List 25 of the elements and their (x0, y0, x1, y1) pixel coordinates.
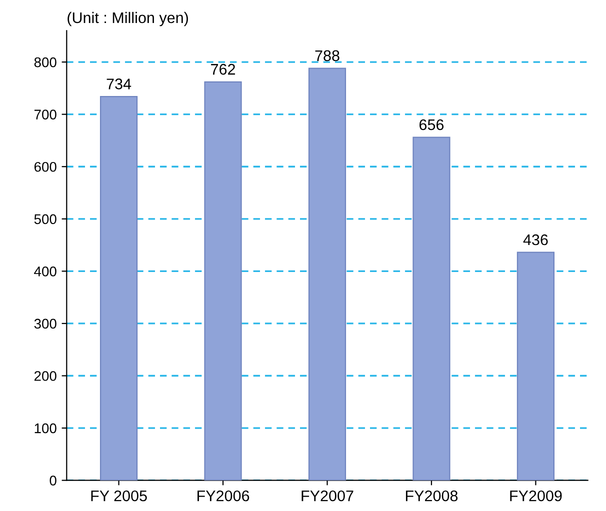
data-label: 788 (315, 50, 340, 62)
y-tick-label: 600 (34, 162, 56, 172)
y-tick-label: 300 (34, 318, 56, 329)
y-tick-label: 800 (34, 57, 56, 68)
data-label: 656 (420, 119, 444, 130)
y-tick-label: 700 (34, 110, 56, 120)
data-label: 734 (106, 78, 132, 90)
y-tick-label: 400 (34, 266, 56, 276)
bar (412, 136, 450, 480)
bar (308, 68, 346, 480)
x-tick-label: FY2009 (510, 490, 562, 502)
y-tick-label: 500 (34, 214, 56, 224)
data-label: 762 (211, 64, 235, 75)
y-axis-title: (Unit : Million yen) (68, 12, 188, 26)
x-tick-label: FY2007 (302, 490, 354, 502)
y-tick-label: 0 (50, 476, 56, 486)
y-tick-label: 100 (34, 423, 56, 434)
bar (516, 252, 554, 480)
data-label: 436 (523, 234, 548, 246)
x-tick-label: FY2008 (406, 490, 458, 502)
bar (204, 81, 242, 480)
x-tick-label: FY 2005 (91, 490, 147, 502)
y-tick-label: 200 (34, 371, 56, 381)
x-tick-label: FY2006 (198, 490, 250, 502)
bar (100, 96, 138, 480)
